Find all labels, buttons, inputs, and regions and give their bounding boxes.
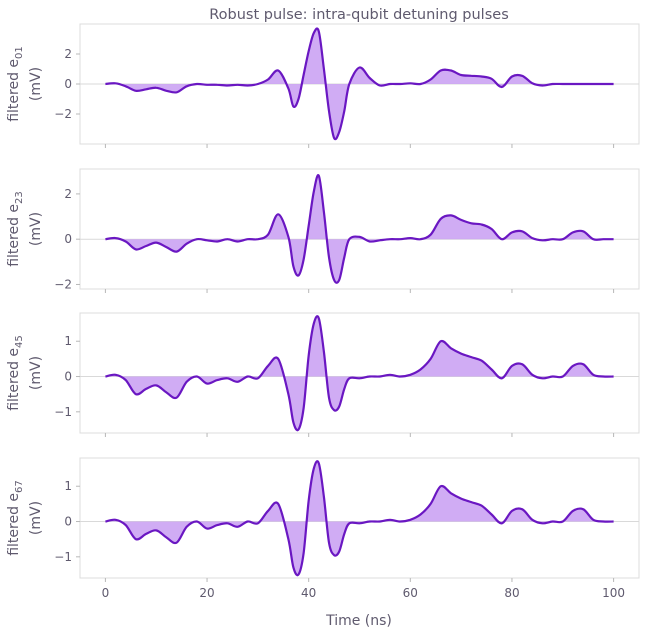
x-tick-label: 60 xyxy=(403,586,418,600)
y-axis-unit: (mV) xyxy=(28,212,44,246)
y-axis-label: filtered e67 xyxy=(6,480,25,556)
y-tick-label: 1 xyxy=(64,479,72,493)
plot-frame xyxy=(79,312,640,434)
series-fill-area xyxy=(105,461,614,576)
series-line xyxy=(105,174,614,284)
y-tick-label: 2 xyxy=(64,47,72,61)
y-axis-unit: (mV) xyxy=(28,356,44,390)
y-tick-label: −1 xyxy=(54,405,72,419)
y-tick-label: −2 xyxy=(54,107,72,121)
plot-frame xyxy=(79,168,640,290)
series-fill-area xyxy=(105,316,614,431)
y-tick-label: 0 xyxy=(64,515,72,529)
y-tick-label: −1 xyxy=(54,550,72,564)
x-axis-label: Time (ns) xyxy=(325,613,392,629)
y-axis-label: filtered e45 xyxy=(6,335,25,411)
y-axis-unit: (mV) xyxy=(28,501,44,535)
y-tick-label: 1 xyxy=(64,334,72,348)
series-line xyxy=(105,315,614,432)
y-tick-label: −2 xyxy=(54,277,72,291)
y-tick-label: 0 xyxy=(64,370,72,384)
series-line xyxy=(105,27,614,141)
series-line xyxy=(105,460,614,577)
series-fill-area xyxy=(105,175,614,283)
y-axis-label: filtered e23 xyxy=(6,191,25,267)
y-tick-label: 0 xyxy=(64,77,72,91)
x-tick-label: 0 xyxy=(102,586,110,600)
y-tick-label: 0 xyxy=(64,232,72,246)
y-axis-label: filtered e01 xyxy=(6,46,25,122)
y-axis-unit: (mV) xyxy=(28,67,44,101)
y-tick-label: 2 xyxy=(64,187,72,201)
x-tick-label: 80 xyxy=(504,586,519,600)
chart-title: Robust pulse: intra-qubit detuning pulse… xyxy=(209,7,509,23)
series-fill-area xyxy=(105,28,614,140)
x-tick-label: 20 xyxy=(199,586,214,600)
x-tick-label: 100 xyxy=(602,586,625,600)
plot-frame xyxy=(79,457,640,579)
x-tick-label: 40 xyxy=(301,586,316,600)
